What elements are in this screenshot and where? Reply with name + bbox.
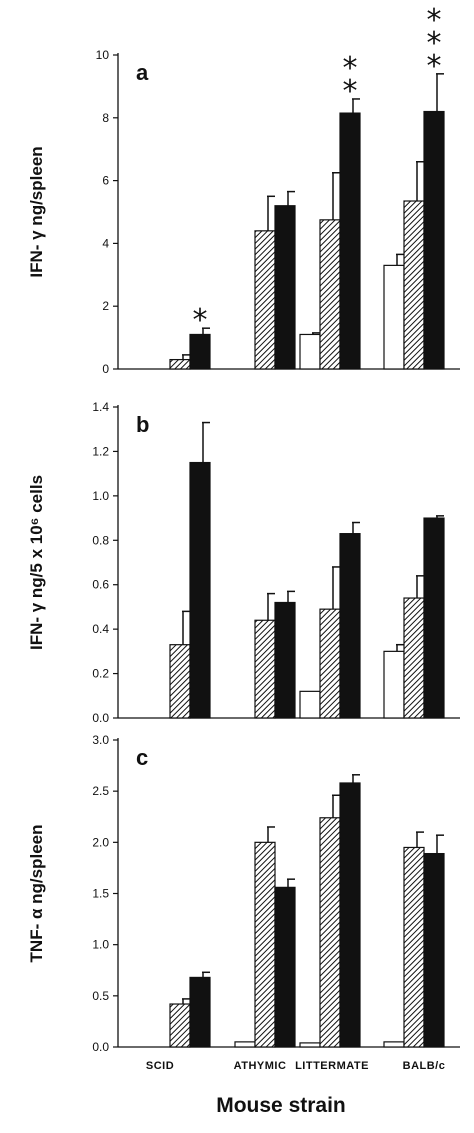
significance-star: * bbox=[427, 49, 442, 84]
y-tick-label: 0.0 bbox=[92, 1040, 109, 1054]
bar-white bbox=[299, 333, 321, 370]
bar-black bbox=[423, 517, 445, 719]
y-tick-label: 3.0 bbox=[92, 733, 109, 747]
category-label: BALB/c bbox=[403, 1060, 446, 1072]
bar-hatched bbox=[403, 597, 425, 719]
y-tick-label: 2.5 bbox=[92, 784, 109, 798]
y-tick-label: 4 bbox=[102, 236, 109, 250]
y-tick-label: 1.0 bbox=[92, 938, 109, 952]
bar-white bbox=[299, 690, 321, 719]
y-tick-label: 2 bbox=[102, 299, 109, 313]
bar-hatched bbox=[254, 619, 276, 719]
significance-star: * bbox=[343, 74, 358, 109]
bar-hatched bbox=[169, 1003, 191, 1048]
y-tick-label: 1.4 bbox=[92, 400, 109, 414]
bar-hatched bbox=[319, 608, 341, 719]
bar-black bbox=[339, 112, 361, 370]
category-label: ATHYMIC bbox=[234, 1060, 287, 1072]
y-tick-label: 10 bbox=[96, 48, 110, 62]
y-tick-label: 0 bbox=[102, 362, 109, 376]
bar-white bbox=[383, 650, 405, 719]
y-tick-label: 0.5 bbox=[92, 989, 109, 1003]
significance-star: * bbox=[427, 26, 442, 61]
y-tick-label: 2.0 bbox=[92, 835, 109, 849]
bar-white bbox=[234, 1041, 256, 1048]
bar-black bbox=[423, 110, 445, 370]
significance-star: * bbox=[427, 3, 442, 38]
y-axis-title: TNF- α ng/spleen bbox=[27, 825, 46, 963]
x-axis-title: Mouse strain bbox=[216, 1094, 346, 1117]
category-labels: SCID ATHYMIC LITTERMATE BALB/c bbox=[146, 1060, 446, 1072]
bar-hatched bbox=[254, 841, 276, 1048]
y-tick-label: 6 bbox=[102, 174, 109, 188]
bar-hatched bbox=[254, 230, 276, 370]
bar-hatched bbox=[403, 846, 425, 1048]
bar-black bbox=[189, 976, 211, 1048]
y-tick-label: 1.2 bbox=[92, 444, 109, 458]
bar-hatched bbox=[319, 817, 341, 1048]
bar-black bbox=[274, 205, 296, 370]
bar-hatched bbox=[169, 358, 191, 370]
y-tick-label: 0.6 bbox=[92, 578, 109, 592]
bar-black bbox=[274, 886, 296, 1048]
significance-star: * bbox=[343, 51, 358, 86]
bar-black bbox=[189, 333, 211, 370]
bar-white bbox=[383, 1041, 405, 1048]
y-tick-label: 0.8 bbox=[92, 533, 109, 547]
bar-white bbox=[383, 264, 405, 370]
bar-hatched bbox=[403, 200, 425, 370]
category-label: LITTERMATE bbox=[295, 1060, 369, 1072]
panel-c-chart: 0.0 0.5 1.0 1.5 2.0 2.5 3.0 c TNF- α ng/spleen bbox=[27, 733, 460, 1054]
panel-letter: b bbox=[136, 412, 149, 437]
bar-black bbox=[423, 852, 445, 1048]
y-tick-label: 0.0 bbox=[92, 711, 109, 725]
panel-b-chart: 0.0 0.2 0.4 0.6 0.8 1.0 1.2 1.4 b IFN- γ ng/5 x 1… bbox=[27, 400, 460, 725]
bar-white bbox=[299, 1042, 321, 1048]
y-tick-label: 1.0 bbox=[92, 489, 109, 503]
category-label: SCID bbox=[146, 1060, 174, 1072]
bar-hatched bbox=[169, 644, 191, 719]
bar-black bbox=[274, 601, 296, 719]
bar-black bbox=[189, 461, 211, 719]
y-axis-title: IFN- γ ng/5 x 10⁶ cells bbox=[27, 475, 46, 650]
y-tick-label: 1.5 bbox=[92, 887, 109, 901]
panel-letter: a bbox=[136, 60, 149, 85]
significance-star: * bbox=[193, 303, 208, 338]
y-tick-label: 0.4 bbox=[92, 622, 109, 636]
y-tick-label: 8 bbox=[102, 111, 109, 125]
panel-letter: c bbox=[136, 745, 148, 770]
bar-hatched bbox=[319, 219, 341, 370]
bar-black bbox=[339, 782, 361, 1048]
bar-black bbox=[339, 533, 361, 719]
y-axis-title: IFN- γ ng/spleen bbox=[27, 146, 46, 277]
y-tick-label: 0.2 bbox=[92, 667, 109, 681]
